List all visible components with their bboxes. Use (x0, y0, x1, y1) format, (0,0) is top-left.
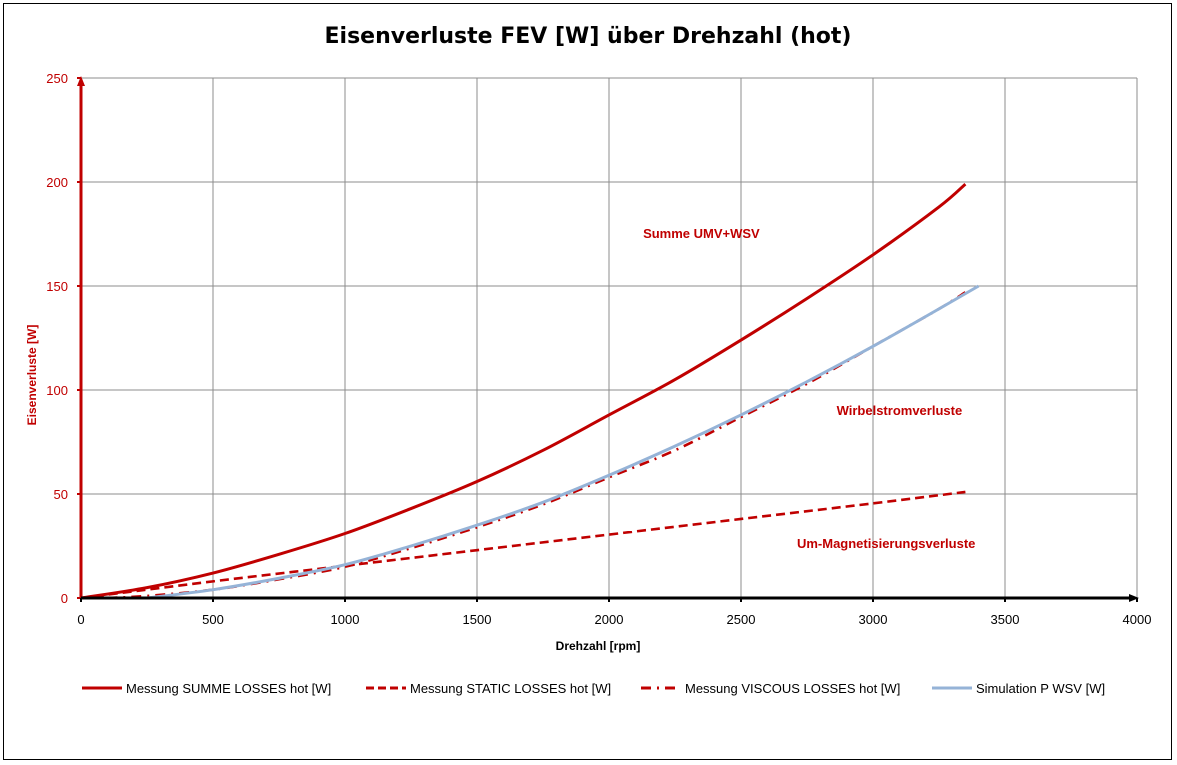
x-tick-label: 3500 (991, 612, 1020, 627)
x-tick-label: 1500 (463, 612, 492, 627)
annotation-label: Wirbelstromverluste (837, 403, 963, 418)
y-tick-label: 250 (46, 71, 68, 86)
grid (81, 77, 1138, 598)
x-tick-label: 3000 (859, 612, 888, 627)
y-axis-label: Eisenverluste [W] (25, 325, 39, 426)
annotations: Summe UMV+WSV Wirbelstromverluste Um-Magne… (643, 226, 975, 551)
legend-label-2: Messung VISCOUS LOSSES hot [W] (685, 681, 900, 696)
chart-title: Eisenverluste FEV [W] über Drehzahl (hot… (325, 24, 852, 49)
legend-label-0: Messung SUMME LOSSES hot [W] (126, 681, 331, 696)
y-tick-label: 200 (46, 175, 68, 190)
series-group (80, 182, 980, 600)
x-tick-label: 2000 (595, 612, 624, 627)
legend-label-1: Messung STATIC LOSSES hot [W] (410, 681, 611, 696)
series-line-2 (107, 291, 967, 600)
x-tick-label: 1000 (331, 612, 360, 627)
x-tick-label: 2500 (727, 612, 756, 627)
y-tick-label: 150 (46, 279, 68, 294)
series-line-0 (80, 182, 967, 600)
y-tick-label: 50 (54, 487, 68, 502)
x-tick-label: 4000 (1123, 612, 1152, 627)
annotation-label: Summe UMV+WSV (643, 226, 760, 241)
series-line-3 (146, 284, 980, 600)
x-tick-label: 0 (77, 612, 84, 627)
x-axis-label: Drehzahl [rpm] (556, 639, 641, 653)
y-tick-label: 100 (46, 383, 68, 398)
x-axis-arrow-icon (1129, 594, 1139, 602)
x-tick-label: 500 (202, 612, 224, 627)
series-line-1 (80, 490, 966, 600)
axes (77, 76, 1139, 602)
chart-frame (3, 3, 1172, 760)
legend-label-3: Simulation P WSV [W] (976, 681, 1105, 696)
y-tick-label: 0 (61, 591, 68, 606)
annotation-label: Um-Magnetisierungsverluste (797, 536, 975, 551)
y-axis-arrow-icon (77, 76, 85, 86)
legend: Messung SUMME LOSSES hot [W] Messung STAT… (82, 681, 1105, 696)
